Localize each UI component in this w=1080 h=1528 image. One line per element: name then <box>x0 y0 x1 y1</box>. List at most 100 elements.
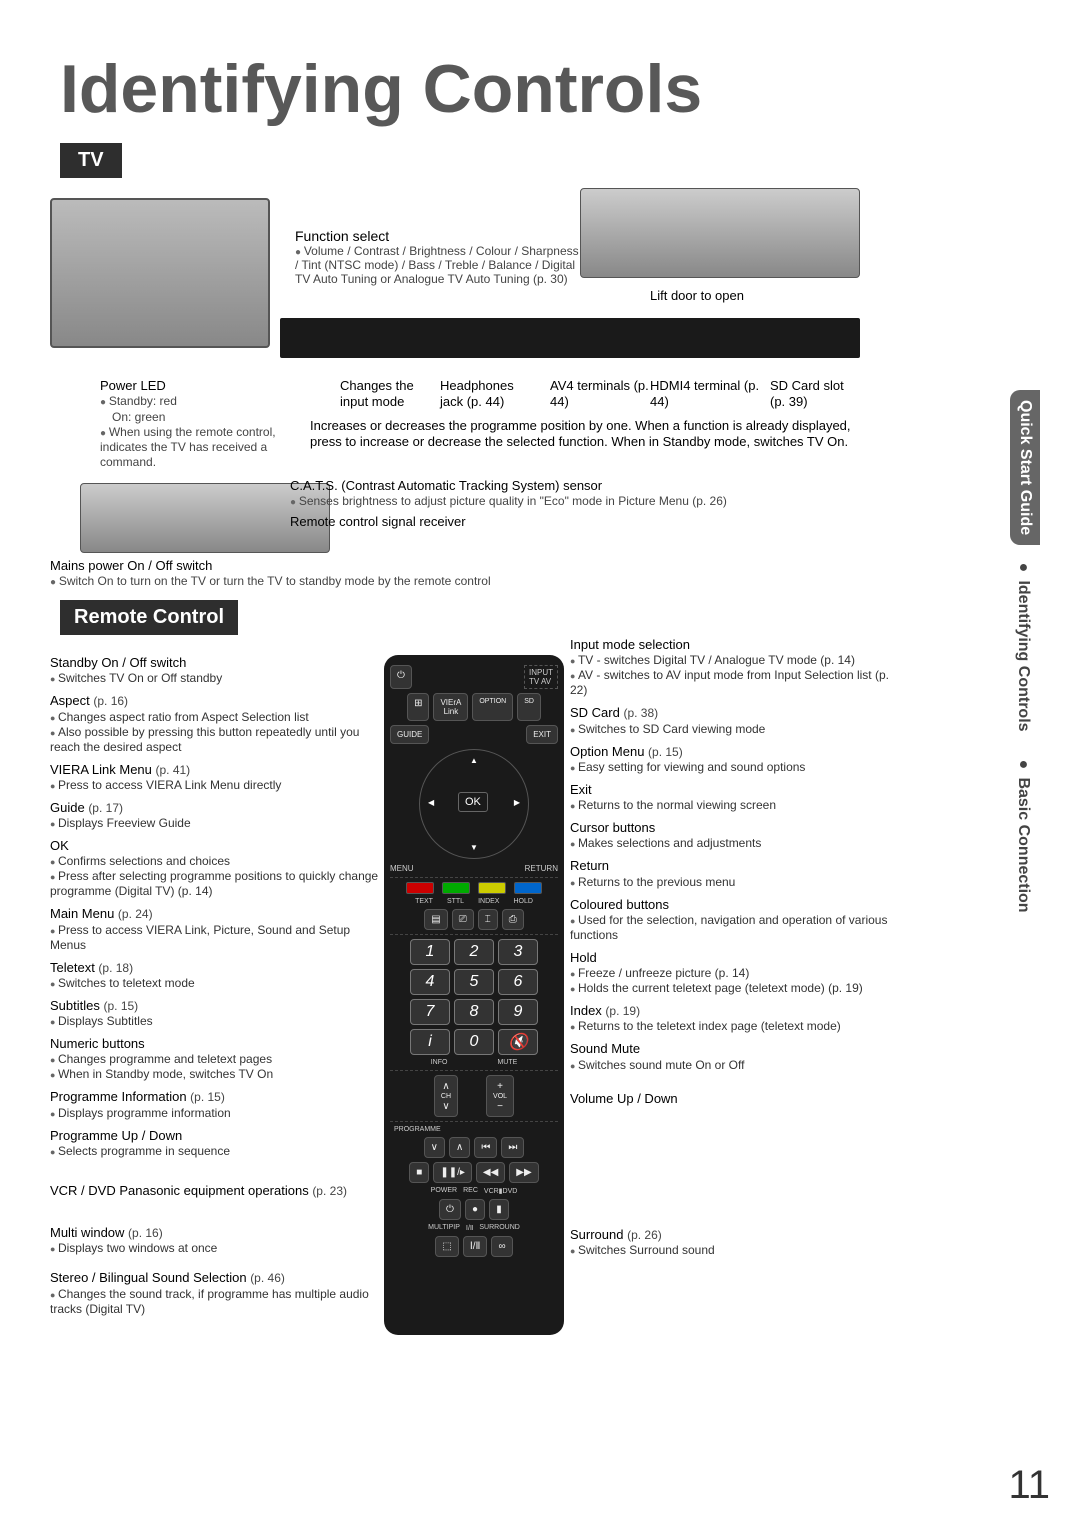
callout-sub: Switches sound mute On or Off <box>570 1058 900 1073</box>
page-number: 11 <box>1008 1463 1050 1508</box>
callout-sub: Returns to the previous menu <box>570 875 900 890</box>
callout-item: Standby On / Off switch Switches TV On o… <box>50 655 380 686</box>
tv-section-header: TV <box>60 143 122 178</box>
callout-sub: Returns to the normal viewing screen <box>570 798 900 813</box>
callout-label: OK <box>50 838 69 853</box>
num-🔇: 🔇 <box>498 1029 538 1055</box>
index-icon: ⌶ <box>478 909 498 930</box>
numeric-pad: 123456789i0🔇 <box>390 939 558 1055</box>
remote-section: Standby On / Off switch Switches TV On o… <box>50 635 1020 1355</box>
tv-section: Function select Volume / Contrast / Brig… <box>50 188 1020 598</box>
ff-icon: ▶▶ <box>509 1162 538 1183</box>
side-tab-quickstart: Quick Start Guide <box>1010 390 1040 545</box>
page-title: Identifying Controls <box>0 0 1080 143</box>
page-ref: (p. 17) <box>88 801 123 815</box>
power-led-note: When using the remote control, indicates… <box>100 425 290 471</box>
page-ref: (p. 46) <box>250 1271 285 1285</box>
callout-sub: Makes selections and adjustments <box>570 836 900 851</box>
callout-sub: Holds the current teletext page (teletex… <box>570 981 900 996</box>
function-select-title: Function select <box>295 228 585 244</box>
page-ref: (p. 16) <box>93 694 128 708</box>
function-select-desc: Volume / Contrast / Brightness / Colour … <box>295 244 585 286</box>
page-ref: (p. 15) <box>103 999 138 1013</box>
callout-item: Exit Returns to the normal viewing scree… <box>570 782 900 813</box>
callout-sub: Displays two windows at once <box>50 1241 380 1256</box>
ch-btn: ∧CH∨ <box>434 1075 458 1117</box>
aspect-btn: ⊞ <box>407 693 429 721</box>
surround-btn: ∞ <box>491 1236 512 1257</box>
power-led-on: On: green <box>100 410 290 425</box>
callout-label: Stereo / Bilingual Sound Selection <box>50 1270 250 1285</box>
side-tab-identifying: ● Identifying Controls <box>1010 549 1036 742</box>
num-7: 7 <box>410 999 450 1025</box>
next-track-icon: ⏭ <box>501 1137 524 1158</box>
page-ref: (p. 38) <box>623 706 658 720</box>
sdcard-btn: SD <box>517 693 541 721</box>
label-sdcard: SD Card slot (p. 39) <box>770 378 860 411</box>
signal-receiver: Remote control signal receiver <box>290 514 850 530</box>
callout-label: Index <box>570 1003 605 1018</box>
vcr-down: ∨ <box>424 1137 445 1158</box>
page-ref: (p. 26) <box>627 1228 662 1242</box>
callout-label: Return <box>570 858 609 873</box>
blue-btn <box>514 882 542 894</box>
num-i: i <box>410 1029 450 1055</box>
callout-sub: Changes aspect ratio from Aspect Selecti… <box>50 710 380 725</box>
num-4: 4 <box>410 969 450 995</box>
callout-label: Surround <box>570 1227 627 1242</box>
callout-sub: Selects programme in sequence <box>50 1144 380 1159</box>
callout-label: Input mode selection <box>570 637 690 652</box>
callout-item: Hold Freeze / unfreeze picture (p. 14)Ho… <box>570 950 900 996</box>
callout-item: Sound Mute Switches sound mute On or Off <box>570 1041 900 1072</box>
num-5: 5 <box>454 969 494 995</box>
callout-label: Programme Up / Down <box>50 1128 182 1143</box>
callout-item: Return Returns to the previous menu <box>570 858 900 889</box>
callout-item: Teletext (p. 18)Switches to teletext mod… <box>50 960 380 991</box>
callout-label: Exit <box>570 782 592 797</box>
tv-side-panel-illustration <box>580 188 860 278</box>
function-select-block: Function select Volume / Contrast / Brig… <box>295 228 585 286</box>
callout-item: Coloured buttons Used for the selection,… <box>570 897 900 943</box>
power-led-block: Power LED Standby: red On: green When us… <box>100 378 290 470</box>
side-tab-basic: ● Basic Connection <box>1010 746 1036 923</box>
remote-section-header: Remote Control <box>60 600 238 635</box>
callout-label: Programme Information <box>50 1089 190 1104</box>
callout-label: Main Menu <box>50 906 118 921</box>
remote-left-column: Standby On / Off switch Switches TV On o… <box>50 655 380 1324</box>
power-icon: ⏻ <box>390 665 412 689</box>
callout-sub: Freeze / unfreeze picture (p. 14) <box>570 966 900 981</box>
callout-sub: Switches Surround sound <box>570 1243 900 1258</box>
callout-sub: Switches TV On or Off standby <box>50 671 380 686</box>
tv-screen-illustration <box>50 198 270 348</box>
callout-sub: Switches to teletext mode <box>50 976 380 991</box>
lift-door-label: Lift door to open <box>650 288 744 303</box>
callout-label: Cursor buttons <box>570 820 655 835</box>
num-3: 3 <box>498 939 538 965</box>
cursor-pad: OK ▲ ▼ ◀ ▶ <box>419 749 529 859</box>
callout-item: Surround (p. 26)Switches Surround sound <box>570 1227 900 1258</box>
callout-label: Teletext <box>50 960 98 975</box>
callout-sub: TV - switches Digital TV / Analogue TV m… <box>570 653 900 668</box>
page-ref: (p. 41) <box>156 763 191 777</box>
callout-sub: Displays Freeview Guide <box>50 816 380 831</box>
remote-right-column: Input mode selection TV - switches Digit… <box>570 637 900 1265</box>
callout-label: Guide <box>50 800 88 815</box>
page-ref: (p. 16) <box>128 1226 163 1240</box>
callout-item: VIERA Link Menu (p. 41)Press to access V… <box>50 762 380 793</box>
num-6: 6 <box>498 969 538 995</box>
side-tab: Quick Start Guide ● Identifying Controls… <box>1010 390 1080 850</box>
exit-btn: EXIT <box>526 725 558 744</box>
callout-label: Numeric buttons <box>50 1036 145 1051</box>
guide-btn: GUIDE <box>390 725 429 744</box>
vcrdvd-switch: ▮ <box>489 1199 509 1220</box>
callout-item: Programme Information (p. 15)Displays pr… <box>50 1089 380 1120</box>
callout-item: Guide (p. 17)Displays Freeview Guide <box>50 800 380 831</box>
ok-btn: OK <box>458 792 488 812</box>
vol-btn: +VOL− <box>486 1075 514 1117</box>
callout-label: Coloured buttons <box>570 897 669 912</box>
callout-label: Subtitles <box>50 998 103 1013</box>
callout-item: Aspect (p. 16)Changes aspect ratio from … <box>50 693 380 754</box>
label-headphones: Headphones jack (p. 44) <box>440 378 540 411</box>
callout-item: Numeric buttons Changes programme and te… <box>50 1036 380 1082</box>
callout-label: Hold <box>570 950 597 965</box>
